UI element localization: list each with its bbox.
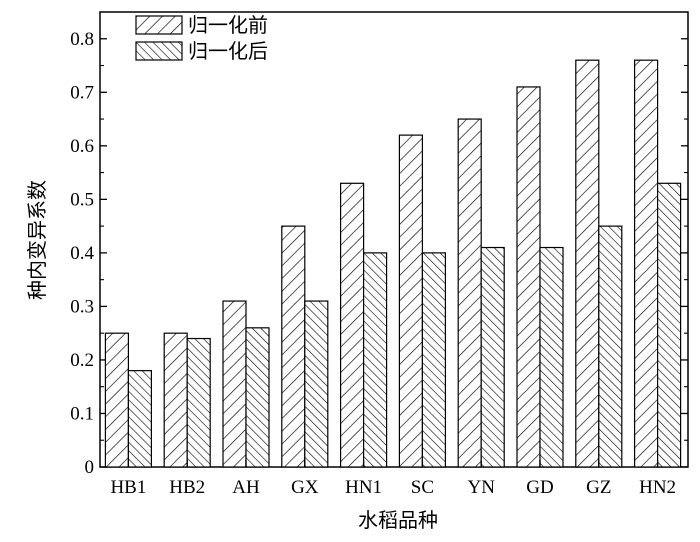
bar-before-normalization: [457, 118, 482, 468]
x-axis-title: 水稻品种: [358, 508, 438, 532]
plot-frame: [99, 11, 689, 468]
bar-before-normalization: [222, 300, 247, 468]
bar-after-normalization: [421, 252, 446, 468]
bar-after-normalization: [480, 246, 505, 468]
bar-before-normalization: [398, 134, 423, 468]
bar-before-normalization: [104, 332, 130, 468]
y-tick-label: 0.2: [70, 350, 94, 371]
x-tick-label: HB2: [169, 477, 205, 498]
x-tick-label: HB1: [110, 477, 146, 498]
bar-before-normalization: [340, 182, 365, 468]
bar-after-normalization: [598, 225, 623, 468]
x-tick-label: HN1: [345, 477, 382, 498]
plot-border: [99, 11, 689, 468]
bar-after-normalization: [363, 252, 388, 468]
legend-label-after: 归一化后: [188, 39, 268, 63]
y-tick-label: 0.5: [70, 189, 94, 210]
y-tick-label: 0.3: [70, 296, 94, 317]
legend-label-before: 归一化前: [188, 13, 268, 37]
bar-after-normalization: [656, 182, 682, 468]
legend-swatch-before: [135, 15, 183, 35]
y-tick-label: 0.6: [70, 136, 94, 157]
bar-after-normalization: [186, 337, 211, 468]
bar-before-normalization: [575, 59, 600, 468]
bars: [104, 59, 682, 468]
y-axis-title: 种内变异系数: [25, 180, 49, 300]
x-tick-label: SC: [411, 477, 434, 498]
y-tick-label: 0.4: [70, 243, 94, 264]
x-tick-label: YN: [467, 477, 495, 498]
y-axis-ticks: 0 0.1 0.2 0.3 0.4 0.5 0.6 0.7 0.8: [70, 29, 688, 478]
x-tick-label: GZ: [586, 477, 611, 498]
x-tick-label: GX: [291, 477, 319, 498]
x-axis-ticks: HB1 HB2 AH GX HN1 SC YN GD GZ HN2: [110, 460, 676, 498]
bar-before-normalization: [281, 225, 306, 468]
y-tick-label: 0.1: [70, 403, 94, 424]
bar-after-normalization: [245, 327, 270, 468]
legend-swatch-after: [135, 41, 183, 61]
y-tick-label: 0.7: [70, 82, 94, 103]
bar-before-normalization: [633, 59, 659, 468]
x-tick-label: HN2: [639, 477, 676, 498]
bar-after-normalization: [539, 246, 564, 468]
legend: 归一化前 归一化后: [135, 13, 268, 63]
x-tick-label: AH: [232, 477, 260, 498]
bar-after-normalization: [304, 300, 329, 468]
y-tick-label: 0.8: [70, 29, 94, 50]
bar-before-normalization: [516, 86, 541, 468]
bar-before-normalization: [163, 332, 188, 468]
bar-after-normalization: [127, 370, 152, 468]
y-tick-label: 0: [85, 457, 95, 478]
x-tick-label: GD: [526, 477, 553, 498]
